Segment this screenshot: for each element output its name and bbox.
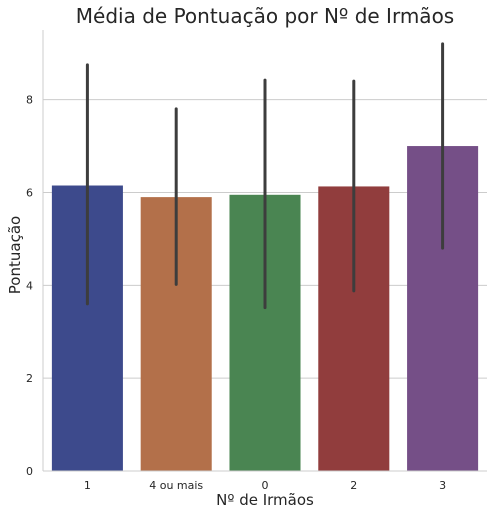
chart-title: Média de Pontuação por Nº de Irmãos — [76, 4, 454, 28]
y-tick-labels: 0 2 4 6 8 — [26, 94, 33, 478]
y-tick-label: 0 — [26, 465, 33, 478]
x-tick-label: 1 — [84, 479, 91, 492]
y-tick-label: 2 — [26, 372, 33, 385]
y-tick-label: 6 — [26, 186, 33, 199]
x-tick-labels: 1 4 ou mais 0 2 3 — [84, 479, 446, 492]
x-tick-label: 0 — [262, 479, 269, 492]
y-tick-label: 4 — [26, 279, 33, 292]
x-tick-label: 2 — [350, 479, 357, 492]
x-axis-label: Nº de Irmãos — [216, 491, 314, 509]
y-axis-label: Pontuação — [6, 216, 24, 294]
y-tick-label: 8 — [26, 94, 33, 107]
error-bars — [85, 42, 445, 310]
x-tick-label: 4 ou mais — [149, 479, 203, 492]
x-tick-label: 3 — [439, 479, 446, 492]
